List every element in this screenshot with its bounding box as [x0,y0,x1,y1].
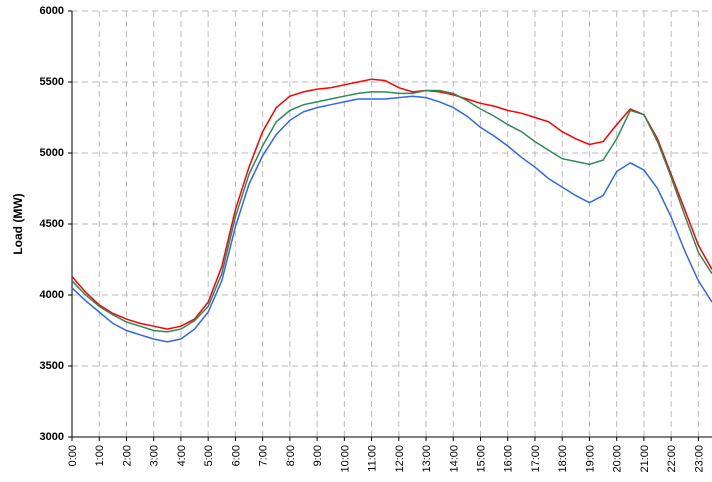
y-tick-label: 3000 [40,431,64,443]
series-line [71,78,712,330]
x-tick-label: 18:00 [557,445,569,473]
x-tick-label: 14:00 [448,445,460,473]
x-tick-label: 23:00 [693,445,705,473]
x-tick-label: 10:00 [339,445,351,473]
x-tick-label: 1:00 [94,445,106,466]
x-tick-label: 6:00 [230,445,242,466]
x-tick-label: 19:00 [584,445,596,473]
x-tick-label: 3:00 [149,445,161,466]
x-tick-label: 4:00 [176,445,188,466]
y-tick-label: 4000 [40,289,64,301]
x-tick-label: 17:00 [530,445,542,473]
y-axis-label: Load (MW) [11,193,25,254]
x-tick-label: 21:00 [639,445,651,473]
x-tick-label: 20:00 [612,445,624,473]
y-tick-label: 5000 [40,147,64,159]
x-tick-label: 15:00 [476,445,488,473]
x-tick-label: 22:00 [666,445,678,473]
series-line [71,95,712,343]
y-tick-label: 6000 [40,5,64,17]
x-tick-label: 7:00 [258,445,270,466]
x-tick-label: 5:00 [203,445,215,466]
x-tick-label: 0:00 [67,445,79,466]
y-tick-label: 4500 [40,218,64,230]
x-tick-label: 11:00 [367,445,379,472]
x-tick-label: 2:00 [121,445,133,466]
y-tick-label: 5500 [40,76,64,88]
x-tick-label: 9:00 [312,445,324,466]
x-tick-label: 12:00 [394,445,406,473]
x-tick-label: 13:00 [421,445,433,473]
x-tick-label: 16:00 [503,445,515,473]
series-line [71,89,712,333]
x-tick-label: 8:00 [285,445,297,466]
y-tick-label: 3500 [40,360,64,372]
